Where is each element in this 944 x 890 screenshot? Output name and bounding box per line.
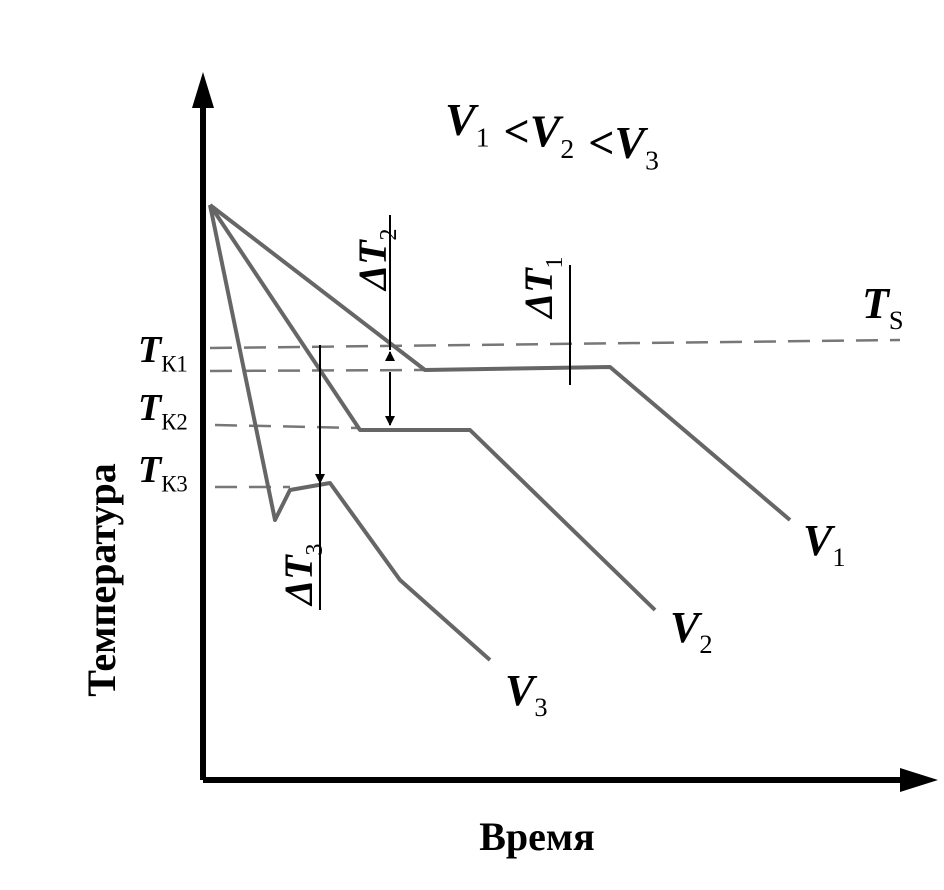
subscript: 1 — [542, 256, 568, 268]
tk2-line — [214, 423, 361, 430]
tk3-label: TК3 — [138, 449, 188, 497]
symbol: T — [862, 279, 891, 328]
curve-v1 — [208, 203, 792, 522]
symbol: V — [614, 117, 648, 168]
tk1-label: TК1 — [138, 329, 188, 377]
symbol: V — [670, 603, 703, 652]
subscript: К3 — [161, 472, 188, 497]
subscript: К2 — [161, 410, 188, 435]
y-arrow — [192, 72, 214, 108]
curve-v3 — [208, 204, 492, 662]
symbol: V — [505, 666, 538, 715]
delta2-label: ΔT2 — [350, 228, 402, 292]
v1-label: V1 — [803, 516, 846, 572]
x-arrow — [900, 768, 938, 792]
symbol: V — [803, 516, 836, 565]
symbol: V — [530, 106, 564, 157]
curve-v2 — [208, 203, 657, 612]
x-axis-label: Время — [479, 814, 595, 859]
subscript: 2 — [376, 228, 402, 240]
symbol: ΔT — [516, 267, 561, 320]
relation: < — [588, 117, 614, 168]
y-axis-label: Температура — [79, 463, 124, 697]
symbol: T — [138, 449, 163, 491]
condition: V1 <V2 <V3 — [445, 94, 659, 176]
subscript: 3 — [645, 145, 659, 176]
ts-line — [209, 338, 901, 350]
subscript: 2 — [560, 133, 574, 164]
subscript: 3 — [302, 543, 328, 555]
subscript: 1 — [476, 122, 490, 153]
delta1-label: ΔT1 — [516, 256, 568, 320]
symbol: ΔT — [350, 239, 395, 292]
subscript: 1 — [832, 542, 845, 572]
tk2-label: TК2 — [138, 387, 188, 435]
symbol: ΔT — [276, 554, 321, 607]
symbol: T — [138, 329, 163, 371]
symbol: V — [445, 94, 479, 145]
ts-label: TS — [862, 279, 904, 335]
symbol: T — [138, 387, 163, 429]
subscript: S — [889, 305, 904, 335]
subscript: К1 — [161, 352, 188, 377]
subscript: 3 — [534, 692, 547, 722]
v2-label: V2 — [670, 603, 713, 659]
subscript: 2 — [699, 629, 712, 659]
v3-label: V3 — [505, 666, 548, 722]
relation: < — [503, 106, 529, 157]
delta3-label: ΔT3 — [276, 543, 328, 607]
